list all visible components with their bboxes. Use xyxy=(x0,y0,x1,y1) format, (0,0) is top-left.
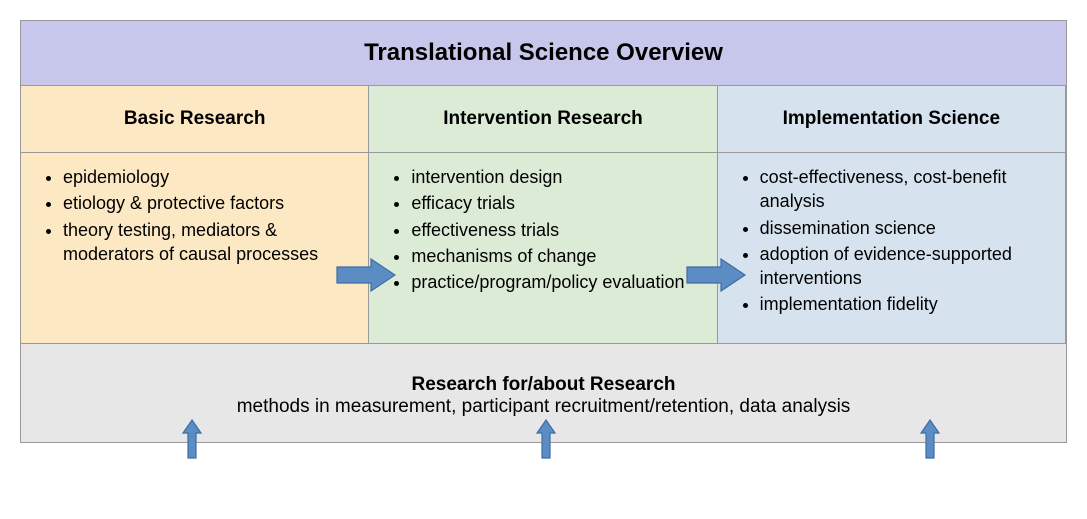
arrow-right-icon xyxy=(335,256,397,294)
column-implementation-science: Implementation Science cost-effectivenes… xyxy=(718,86,1066,343)
list-item: intervention design xyxy=(411,165,702,189)
list-item: practice/program/policy evaluation xyxy=(411,270,702,294)
column-body: intervention design efficacy trials effe… xyxy=(369,153,716,343)
column-header: Implementation Science xyxy=(718,86,1065,153)
diagram-container: Translational Science Overview Basic Res… xyxy=(20,20,1067,443)
list-item: mechanisms of change xyxy=(411,244,702,268)
column-header: Basic Research xyxy=(21,86,368,153)
arrow-up-icon xyxy=(919,418,941,460)
column-body: cost-effectiveness, cost-benefit analysi… xyxy=(718,153,1065,343)
column-body: epidemiology etiology & protective facto… xyxy=(21,153,368,343)
list-item: dissemination science xyxy=(760,216,1051,240)
column-basic-research: Basic Research epidemiology etiology & p… xyxy=(21,86,369,343)
columns-row: Basic Research epidemiology etiology & p… xyxy=(21,86,1066,343)
list-item: cost-effectiveness, cost-benefit analysi… xyxy=(760,165,1051,214)
column-intervention-research: Intervention Research intervention desig… xyxy=(369,86,717,343)
arrow-right-icon xyxy=(685,256,747,294)
list-item: effectiveness trials xyxy=(411,218,702,242)
diagram-title: Translational Science Overview xyxy=(21,21,1066,86)
column-header: Intervention Research xyxy=(369,86,716,153)
list-item: theory testing, mediators & moderators o… xyxy=(63,218,354,267)
list-item: epidemiology xyxy=(63,165,354,189)
list-item: adoption of evidence-supported intervent… xyxy=(760,242,1051,291)
footer-subtitle: methods in measurement, participant recr… xyxy=(41,396,1046,418)
arrow-up-icon xyxy=(535,418,557,460)
footer-title: Research for/about Research xyxy=(41,374,1046,396)
arrow-up-icon xyxy=(181,418,203,460)
list-item: etiology & protective factors xyxy=(63,191,354,215)
list-item: implementation fidelity xyxy=(760,292,1051,316)
list-item: efficacy trials xyxy=(411,191,702,215)
